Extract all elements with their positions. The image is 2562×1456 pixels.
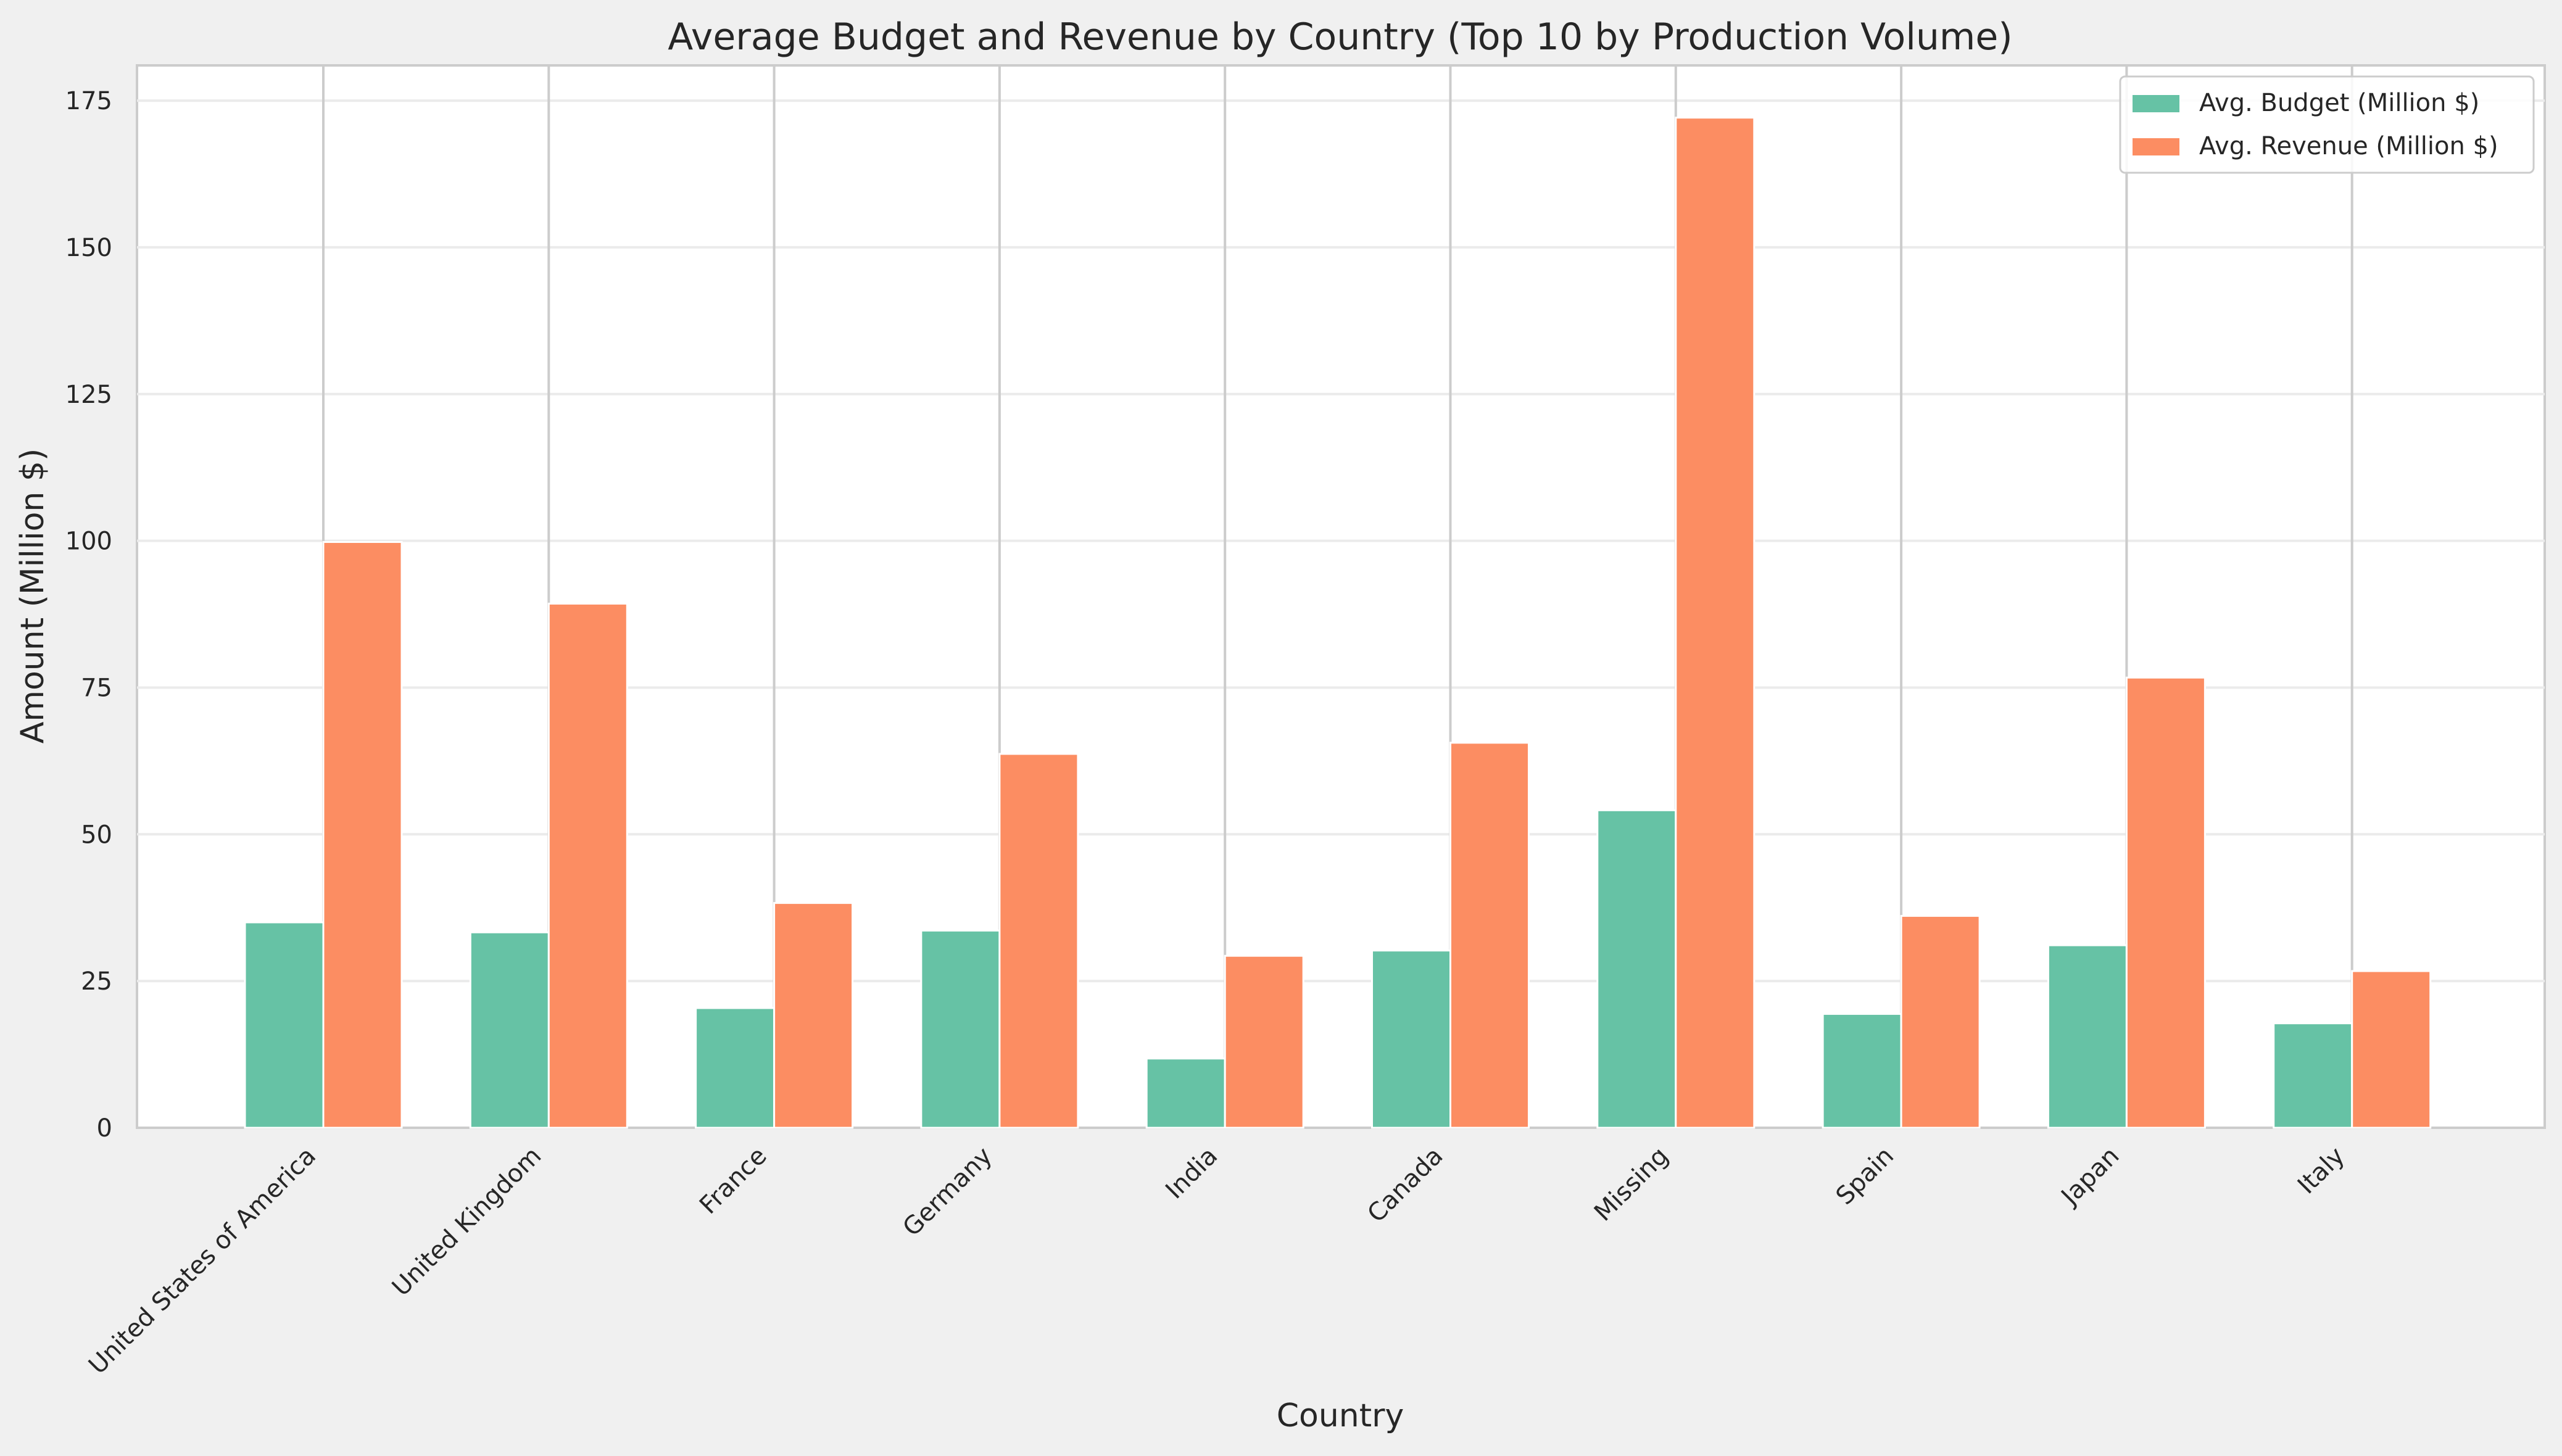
legend-label: Avg. Budget (Million $) (2199, 89, 2479, 117)
budget-bar (1145, 1057, 1226, 1129)
y-tick-label: 75 (81, 674, 112, 702)
legend-swatch (2133, 95, 2179, 112)
y-axis-label: Amount (Million $) (14, 449, 51, 744)
legend-box (2119, 75, 2535, 174)
budget-bar (695, 1007, 776, 1129)
legend-swatch (2133, 138, 2179, 155)
revenue-bar (773, 902, 854, 1129)
y-tick-label: 150 (65, 234, 112, 262)
revenue-bar (2351, 970, 2432, 1129)
revenue-bar (547, 602, 628, 1129)
y-tick-label: 25 (81, 967, 112, 996)
budget-bar (1822, 1012, 1902, 1129)
legend-label: Avg. Revenue (Million $) (2199, 132, 2498, 160)
revenue-bar (1900, 915, 1981, 1129)
y-tick-label: 50 (81, 821, 112, 849)
revenue-bar (2125, 676, 2206, 1129)
y-tick-label: 100 (65, 527, 112, 556)
budget-bar (2273, 1022, 2353, 1129)
y-tick-label: 0 (97, 1114, 112, 1143)
y-tick-label: 175 (65, 87, 112, 115)
revenue-bar (1224, 954, 1304, 1129)
chart-title: Average Budget and Revenue by Country (T… (668, 15, 2012, 59)
revenue-bar (998, 753, 1079, 1129)
bars (244, 117, 2432, 1129)
revenue-bar (1449, 742, 1530, 1129)
y-axis-ticks: 0 25 50 75 100 125 150 175 (65, 87, 112, 1143)
revenue-bar (322, 541, 403, 1129)
budget-bar (2047, 944, 2128, 1129)
budget-bar (244, 921, 325, 1129)
revenue-bar (1675, 117, 1756, 1129)
budget-bar (1596, 809, 1677, 1129)
y-tick-label: 125 (65, 381, 112, 409)
legend[interactable]: Avg. Budget (Million $) Avg. Revenue (Mil… (2119, 75, 2535, 174)
budget-bar (1371, 949, 1451, 1129)
budget-bar (920, 929, 1001, 1129)
budget-bar (469, 931, 550, 1129)
x-axis-label: Country (1277, 1397, 1404, 1434)
